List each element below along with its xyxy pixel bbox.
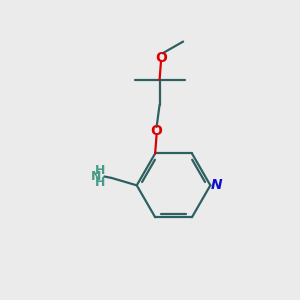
Text: N: N [91, 170, 101, 183]
Text: H: H [95, 164, 105, 176]
Text: H: H [95, 176, 105, 190]
Text: O: O [151, 124, 163, 138]
Text: O: O [155, 51, 167, 65]
Text: N: N [211, 178, 223, 192]
